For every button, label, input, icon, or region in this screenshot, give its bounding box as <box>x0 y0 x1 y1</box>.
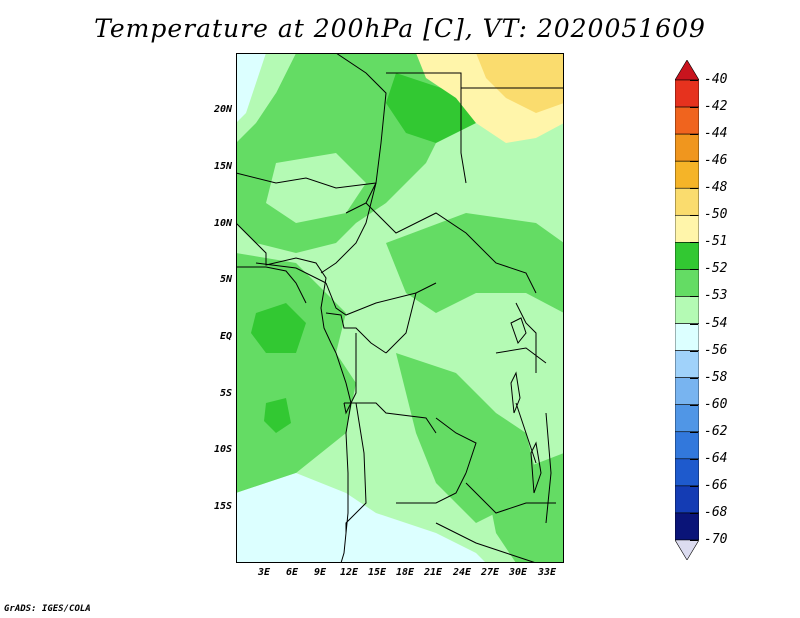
lat-label-10n: 10N <box>213 218 232 229</box>
colorbar-bin <box>675 350 699 378</box>
field-minus50-northeast <box>476 53 564 113</box>
colorbar-label: -70 <box>704 532 728 547</box>
lon-label-21e: 21E <box>423 567 443 578</box>
colorbar-bin <box>675 485 699 514</box>
colorbar-label: -42 <box>704 99 728 115</box>
colorbar-tick <box>690 269 698 271</box>
colorbar-tick <box>690 458 698 460</box>
colorbar-bin <box>675 269 699 297</box>
field-light-central <box>266 153 366 223</box>
colorbar-bin <box>675 296 699 324</box>
lon-label-3e: 3E <box>257 567 271 578</box>
colorbar-bin <box>675 133 699 162</box>
colorbar-label: -50 <box>704 207 728 223</box>
lon-label-24e: 24E <box>452 567 472 578</box>
colorbar-label: -44 <box>704 126 728 142</box>
colorbar-bottom-triangle <box>675 539 699 560</box>
lat-label-5s: 5S <box>219 388 232 399</box>
colorbar-label: -64 <box>704 450 728 466</box>
lat-label-15n: 15N <box>213 161 232 172</box>
colorbar-tick <box>690 107 698 109</box>
colorbar-tick <box>690 485 698 487</box>
map-frame <box>236 53 564 563</box>
map-plot <box>236 53 564 563</box>
colorbar-label: -52 <box>704 261 728 277</box>
lat-label-10s: 10S <box>213 444 232 455</box>
colorbar-bin <box>675 377 699 406</box>
colorbar-label: -56 <box>704 342 728 358</box>
field-minus54-south <box>236 473 486 563</box>
colorbar-bin <box>675 323 699 351</box>
colorbar-label: -46 <box>704 153 728 169</box>
colorbar-bin <box>675 79 699 108</box>
lon-label-30e: 30E <box>508 567 528 578</box>
country-borders <box>236 53 564 563</box>
temperature-map <box>236 53 564 563</box>
map-title: Temperature at 200hPa [C], VT: 202005160… <box>94 14 706 43</box>
colorbar-tick <box>690 188 698 190</box>
colorbar <box>675 60 699 560</box>
colorbar-bin <box>675 404 699 433</box>
colorbar-bin <box>675 458 699 487</box>
colorbar-tick <box>690 377 698 379</box>
colorbar-label: -40 <box>704 72 728 87</box>
field-minus52-sahara <box>386 73 476 143</box>
colorbar-tick <box>690 540 698 541</box>
lat-label-20n: 20N <box>213 104 232 115</box>
colorbar-tick <box>690 431 698 433</box>
colorbar-tick <box>690 323 698 325</box>
lat-label-eq: EQ <box>219 331 232 342</box>
colorbar-tick <box>690 512 698 514</box>
colorbar-bin <box>675 242 699 270</box>
colorbar-tick <box>690 161 698 163</box>
colorbar-tick <box>690 404 698 406</box>
field-minus53-southeast <box>486 453 564 563</box>
grads-credit: GrADS: IGES/COLA <box>4 604 91 614</box>
colorbar-label: -66 <box>704 477 728 493</box>
lon-label-27e: 27E <box>480 567 500 578</box>
colorbar-label: -68 <box>704 504 728 520</box>
colorbar-tick <box>690 242 698 244</box>
lat-label-15s: 15S <box>213 501 232 512</box>
colorbar-label: -53 <box>704 288 728 304</box>
colorbar-label: -58 <box>704 369 728 385</box>
lat-label-5n: 5N <box>219 274 232 285</box>
colorbar-label: -62 <box>704 423 728 439</box>
lon-label-33e: 33E <box>537 567 557 578</box>
colorbar-label: -48 <box>704 180 728 196</box>
colorbar-tick <box>690 350 698 352</box>
colorbar-bin <box>675 160 699 189</box>
lon-label-12e: 12E <box>339 567 359 578</box>
colorbar-tick <box>690 80 698 81</box>
colorbar-label: -60 <box>704 396 728 412</box>
colorbar-tick <box>690 296 698 298</box>
colorbar-tick <box>690 215 698 217</box>
colorbar-bin <box>675 106 699 135</box>
colorbar-label: -51 <box>704 234 728 250</box>
colorbar-top-triangle <box>675 60 699 81</box>
field-minus52-angola <box>264 398 291 433</box>
colorbar-bin <box>675 187 699 216</box>
colorbar-tick <box>690 134 698 136</box>
field-light-east <box>436 313 546 393</box>
colorbar-bin <box>675 214 699 243</box>
colorbar-bin <box>675 431 699 460</box>
lon-label-18e: 18E <box>395 567 415 578</box>
colorbar-label: -54 <box>704 315 728 331</box>
lon-label-15e: 15E <box>367 567 387 578</box>
field-minus53-central <box>386 213 564 313</box>
field-minus52-gabon <box>251 303 306 353</box>
colorbar-bin <box>675 512 699 541</box>
lon-label-9e: 9E <box>313 567 327 578</box>
lon-label-6e: 6E <box>285 567 299 578</box>
field-minus54-northwest <box>236 53 266 123</box>
